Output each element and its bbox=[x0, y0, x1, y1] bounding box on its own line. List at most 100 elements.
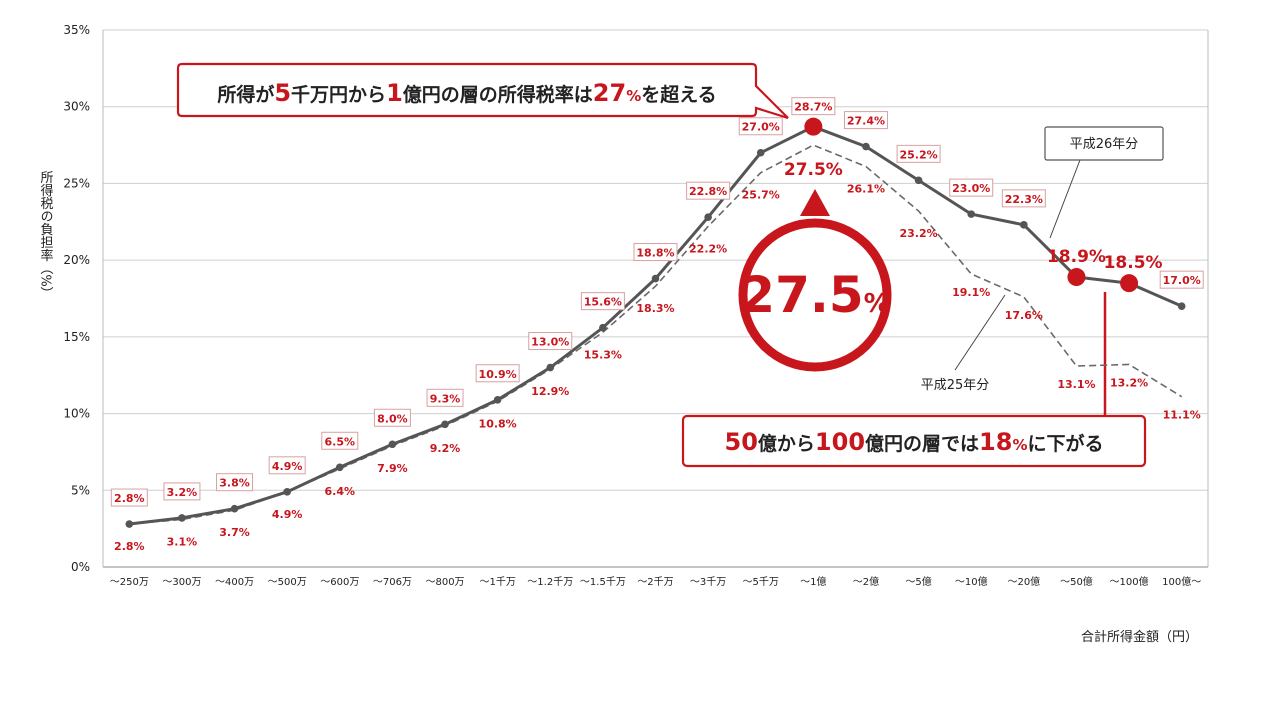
marker-h26 bbox=[388, 440, 397, 449]
data-label-h26-box bbox=[268, 456, 306, 475]
data-label-h25: 3.1% bbox=[167, 535, 198, 548]
y-tick-label: 35% bbox=[63, 23, 90, 37]
y-tick-label: 10% bbox=[63, 407, 90, 421]
data-label-h25: 18.3% bbox=[636, 302, 674, 315]
x-tick-label: ～1千万 bbox=[479, 576, 515, 588]
x-tick-label: ～2千万 bbox=[637, 576, 673, 588]
annotation-bottom-text: 50億から100億円の層では18%に下がる bbox=[725, 428, 1104, 456]
marker-h26 bbox=[862, 142, 870, 151]
y-tick-label: 15% bbox=[63, 330, 90, 344]
annotation-top-box bbox=[176, 62, 789, 120]
data-label-h26: 6.5% bbox=[325, 435, 356, 448]
data-label-h25: 6.4% bbox=[325, 485, 356, 498]
data-label-h26: 27.0% bbox=[742, 121, 780, 134]
data-label-h25: 17.6% bbox=[1005, 309, 1043, 322]
legend-h26-box bbox=[1044, 126, 1164, 161]
data-label-h25: 25.7% bbox=[742, 189, 780, 202]
data-label-h25: 13.2% bbox=[1110, 376, 1148, 389]
marker-h26 bbox=[967, 210, 976, 218]
marker-h26 bbox=[125, 520, 134, 528]
x-tick-label: ～300万 bbox=[162, 577, 201, 588]
x-tick-label: ～1.2千万 bbox=[527, 576, 573, 588]
data-label-h26-box bbox=[528, 332, 573, 351]
x-tick-label: ～10億 bbox=[955, 575, 988, 588]
data-label-h26-box bbox=[321, 431, 359, 450]
highlight-number: 27.5 bbox=[740, 266, 863, 324]
data-label-h26: 8.0% bbox=[377, 412, 408, 425]
data-label-h26-box bbox=[373, 408, 411, 427]
data-label-h26: 25.2% bbox=[900, 148, 938, 161]
x-tick-label: 100億～ bbox=[1162, 575, 1201, 588]
data-label-h25: 13.1% bbox=[1057, 378, 1095, 391]
data-label-h26: 15.6% bbox=[584, 296, 622, 309]
marker-h26 bbox=[546, 363, 555, 372]
marker-h26 bbox=[441, 420, 449, 429]
data-label-h25: 23.2% bbox=[900, 227, 938, 240]
data-label-h26-box bbox=[1001, 189, 1046, 208]
data-label-h25: 12.9% bbox=[531, 385, 569, 398]
data-label-h26-box bbox=[896, 144, 941, 163]
y-tick-label: 0% bbox=[71, 560, 90, 574]
highlight-value: 27.5% bbox=[740, 266, 889, 324]
marker-h26 bbox=[230, 504, 239, 513]
data-label-h26: 3.8% bbox=[219, 477, 250, 490]
data-label-h26: 3.2% bbox=[167, 486, 198, 499]
data-label-h26: 22.8% bbox=[689, 185, 727, 198]
highlight-pointer bbox=[800, 189, 830, 216]
data-label-h25: 7.9% bbox=[377, 462, 408, 475]
data-label-h26: 2.8% bbox=[114, 492, 145, 505]
legend-h26: 平成26年分 bbox=[1070, 137, 1139, 152]
annotation-top-text: 所得が5千万円から1億円の層の所得税率は27%を超える bbox=[217, 79, 716, 107]
data-label-h26: 28.7% bbox=[794, 101, 832, 114]
data-label-h26-box bbox=[475, 364, 520, 383]
data-label-h26: 22.3% bbox=[1005, 193, 1043, 206]
data-label-h25: 11.1% bbox=[1163, 409, 1201, 422]
marker-h26-highlight bbox=[1067, 268, 1086, 287]
highlight-ring bbox=[738, 218, 892, 372]
data-label-h26-box bbox=[163, 482, 201, 501]
data-label-h25: 9.2% bbox=[430, 442, 461, 455]
legend-h26-leader bbox=[1049, 159, 1081, 239]
y-tick-label: 5% bbox=[71, 483, 90, 497]
marker-h26 bbox=[651, 274, 660, 283]
marker-h26-highlight bbox=[1120, 274, 1139, 293]
x-tick-label: ～250万 bbox=[110, 577, 149, 588]
x-tick-label: ～100億 bbox=[1110, 575, 1149, 588]
x-tick-label: ～800万 bbox=[425, 577, 464, 588]
data-label-h25: 22.2% bbox=[689, 242, 727, 255]
data-label-h26: 13.0% bbox=[531, 336, 569, 349]
marker-h26 bbox=[756, 148, 765, 157]
x-tick-label: ～20億 bbox=[1007, 575, 1040, 588]
data-label-h26-box bbox=[216, 473, 254, 492]
data-label-h26-box bbox=[791, 97, 836, 116]
data-label-h26-box bbox=[949, 178, 994, 197]
marker-h26 bbox=[283, 488, 291, 496]
data-label-h26: 23.0% bbox=[952, 182, 990, 195]
data-label-h26-box bbox=[633, 243, 678, 262]
legend-h25: 平成25年分 bbox=[921, 378, 990, 393]
data-label-h26: 9.3% bbox=[430, 392, 461, 405]
data-label-h26: 10.9% bbox=[479, 368, 517, 381]
x-axis-ticks: ～250万 ～300万 ～400万 ～500万 ～600万 ～706万 ～800万 ～1千万 ～… bbox=[110, 575, 1201, 588]
x-tick-label: ～1億 bbox=[800, 575, 826, 588]
y-axis-title: 所得税の負担率（%） bbox=[38, 170, 54, 299]
data-label-h26-box bbox=[686, 181, 731, 200]
data-label-h25: 10.8% bbox=[479, 417, 517, 430]
marker-h26-highlight bbox=[804, 117, 823, 136]
x-tick-label: ～2億 bbox=[853, 575, 879, 588]
x-tick-label: ～5億 bbox=[905, 575, 931, 588]
data-label-h25: 27.5% bbox=[784, 160, 843, 180]
data-label-h25: 3.7% bbox=[219, 526, 250, 539]
marker-h26 bbox=[1020, 221, 1028, 229]
annotation-bottom-box bbox=[681, 414, 1147, 468]
annotation-bottom: 50億から100億円の層では18%に下がる bbox=[681, 414, 1147, 468]
marker-h26 bbox=[493, 395, 502, 404]
data-label-h25: 2.8% bbox=[114, 540, 145, 553]
x-tick-label: ～706万 bbox=[373, 577, 412, 588]
data-label-h26-box bbox=[110, 488, 148, 507]
x-axis-title: 合計所得金額（円） bbox=[1081, 629, 1198, 645]
data-label-h26: 18.8% bbox=[636, 247, 674, 260]
x-tick-label: ～5千万 bbox=[743, 576, 779, 588]
data-label-h26-box bbox=[1159, 270, 1204, 289]
